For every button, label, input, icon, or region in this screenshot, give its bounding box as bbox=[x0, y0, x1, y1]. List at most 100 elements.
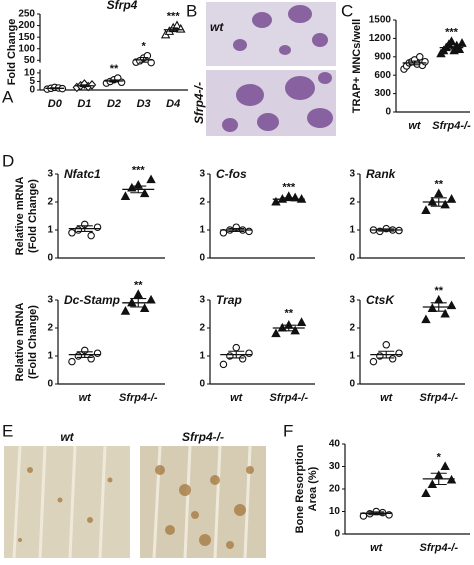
y-tick-label: 10 bbox=[24, 68, 36, 79]
y-tick-label: 0 bbox=[349, 379, 355, 390]
data-point bbox=[454, 44, 465, 53]
y-tick-label: 3 bbox=[199, 169, 205, 180]
y-tick-label: 0 bbox=[29, 85, 35, 96]
data-point bbox=[421, 205, 431, 214]
photo-b bbox=[206, 2, 336, 136]
significance: *** bbox=[167, 10, 181, 22]
y-tick-label: 0 bbox=[47, 253, 53, 264]
x-tick-label: Sfrp4-/- bbox=[119, 392, 158, 404]
chart-title: Nfatc1 bbox=[64, 167, 101, 181]
data-point bbox=[416, 53, 424, 61]
y-tick-label: 3 bbox=[47, 295, 53, 306]
y-tick-label: 1 bbox=[47, 225, 53, 236]
x-tick-label: D2 bbox=[107, 98, 121, 110]
data-point bbox=[146, 174, 156, 184]
y-tick-label: 20 bbox=[329, 484, 341, 495]
y-tick-label: 900 bbox=[374, 51, 391, 62]
data-point bbox=[120, 191, 131, 200]
data-point bbox=[87, 80, 97, 90]
y-tick-label: 200 bbox=[18, 20, 35, 31]
panel-letter: E bbox=[2, 421, 13, 440]
x-tick-label: Sfrp4-/- bbox=[270, 392, 309, 404]
data-point bbox=[457, 38, 467, 47]
photo-label: wt bbox=[210, 20, 224, 34]
data-point bbox=[421, 488, 431, 498]
significance: ** bbox=[110, 63, 119, 75]
x-tick-label: D4 bbox=[166, 98, 180, 110]
significance: * bbox=[437, 451, 442, 463]
panel-letter: C bbox=[341, 1, 353, 20]
data-point bbox=[93, 223, 102, 231]
data-point bbox=[388, 355, 397, 363]
x-tick-label: Sfrp4-/- bbox=[420, 392, 459, 404]
y-tick-label: 5 bbox=[29, 76, 35, 87]
data-point bbox=[385, 511, 393, 519]
y-tick-label: 150 bbox=[18, 32, 35, 43]
data-point bbox=[139, 303, 150, 312]
y-axis-label: Relative mRNA bbox=[14, 177, 26, 256]
x-tick-label: Sfrp4-/- bbox=[432, 120, 471, 132]
significance: *** bbox=[445, 26, 459, 38]
data-point bbox=[219, 360, 228, 369]
y-axis-label: (Fold Change) bbox=[27, 305, 39, 379]
y-tick-label: 600 bbox=[374, 70, 391, 81]
photo-e bbox=[4, 445, 266, 559]
y-tick-label: 0 bbox=[349, 253, 355, 264]
data-point bbox=[271, 328, 281, 338]
y-tick-label: 0 bbox=[47, 379, 53, 390]
significance: ** bbox=[434, 285, 443, 297]
y-axis-label: (Fold Change) bbox=[27, 179, 39, 253]
data-point bbox=[395, 349, 403, 357]
y-tick-label: 300 bbox=[374, 88, 391, 99]
panel-letter: D bbox=[2, 151, 14, 170]
chart-title: Rank bbox=[366, 167, 397, 181]
data-point bbox=[446, 194, 457, 203]
significance: *** bbox=[132, 165, 146, 177]
y-tick-label: 2 bbox=[349, 323, 355, 334]
data-point bbox=[68, 229, 76, 237]
y-tick-label: 50 bbox=[24, 55, 36, 66]
y-tick-label: 3 bbox=[349, 169, 355, 180]
y-tick-label: 1 bbox=[199, 225, 205, 236]
data-point bbox=[172, 20, 182, 30]
x-tick-label: D1 bbox=[77, 98, 91, 110]
x-tick-label: wt bbox=[79, 392, 93, 404]
data-point bbox=[434, 294, 444, 304]
significance: * bbox=[141, 41, 146, 53]
data-point bbox=[68, 357, 76, 366]
significance: ** bbox=[434, 179, 443, 191]
data-point bbox=[369, 357, 378, 366]
photo-label: Sfrp4-/- bbox=[192, 82, 206, 124]
panel-letter: A bbox=[2, 87, 14, 106]
chart-title: CtsK bbox=[366, 293, 395, 307]
data-point bbox=[232, 343, 241, 352]
data-point bbox=[74, 226, 83, 234]
y-tick-label: 1 bbox=[349, 351, 355, 362]
y-tick-label: 1 bbox=[349, 225, 355, 236]
data-point bbox=[120, 306, 131, 315]
photo-label: Sfrp4-/- bbox=[182, 430, 224, 444]
y-tick-label: 3 bbox=[349, 295, 355, 306]
x-tick-label: wt bbox=[408, 120, 422, 132]
y-tick-label: 30 bbox=[329, 461, 341, 472]
significance: *** bbox=[282, 181, 296, 193]
data-point bbox=[421, 57, 429, 66]
y-tick-label: 3 bbox=[199, 295, 205, 306]
panel-letter: B bbox=[186, 1, 197, 20]
x-tick-label: wt bbox=[370, 542, 384, 554]
y-tick-label: 3 bbox=[47, 169, 53, 180]
data-point bbox=[446, 36, 457, 46]
y-tick-label: 1 bbox=[199, 351, 205, 362]
y-tick-label: 2 bbox=[47, 197, 53, 208]
y-tick-label: 0 bbox=[199, 253, 205, 264]
y-tick-label: 1200 bbox=[369, 33, 392, 44]
y-tick-label: 2 bbox=[349, 197, 355, 208]
data-point bbox=[427, 303, 438, 312]
data-point bbox=[245, 227, 253, 236]
data-point bbox=[146, 294, 156, 304]
data-point bbox=[271, 196, 281, 206]
significance: ** bbox=[284, 307, 293, 319]
y-tick-label: 1500 bbox=[369, 15, 392, 26]
significance: ** bbox=[134, 279, 143, 291]
